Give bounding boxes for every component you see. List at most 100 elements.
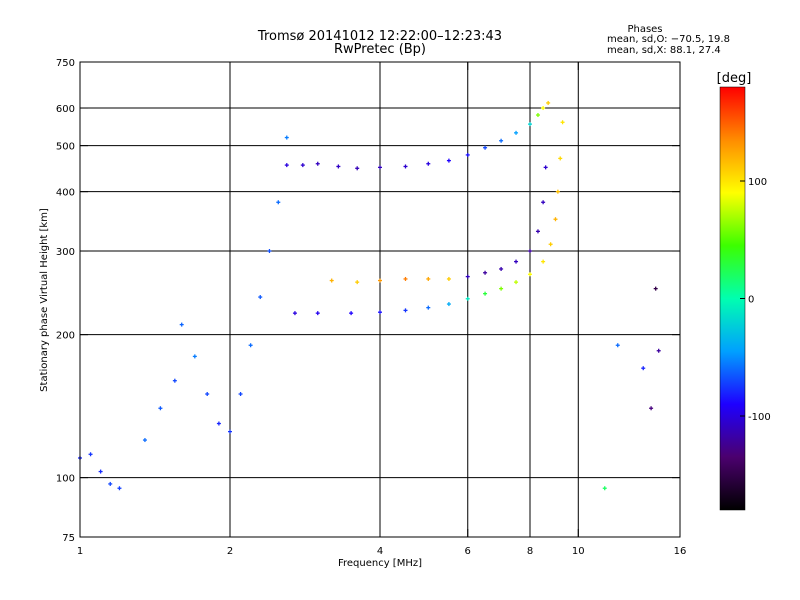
data-point (465, 152, 470, 157)
data-point (528, 249, 532, 254)
y-tick-label: 400 (56, 188, 75, 199)
data-point (560, 120, 565, 125)
data-point (548, 242, 553, 247)
y-tick-label: 300 (56, 247, 75, 258)
data-point (329, 278, 334, 283)
plot-frame (79, 61, 681, 538)
stats-heading: Phases (627, 24, 662, 35)
stats-o-mode: mean, sd,O: −70.5, 19.8 (607, 34, 730, 45)
y-axis-label: Stationary phase Virtual Height [km] (39, 208, 50, 392)
data-point (378, 310, 382, 315)
data-point (656, 348, 661, 353)
data-point (142, 438, 147, 443)
x-tick-label: 4 (377, 546, 383, 557)
colorbar-label: [deg] (717, 71, 752, 86)
x-axis-label: Frequency [MHz] (338, 558, 422, 569)
data-point (528, 122, 532, 127)
data-point (284, 135, 289, 140)
x-tick-label: 8 (527, 546, 533, 557)
data-point (653, 286, 658, 291)
scatter-points (78, 100, 661, 491)
data-point (267, 249, 272, 254)
data-point (315, 311, 320, 316)
y-tick-label: 200 (56, 331, 75, 342)
data-point (499, 266, 504, 271)
data-point (355, 166, 360, 171)
data-point (426, 305, 431, 310)
data-point (216, 421, 221, 426)
data-point (378, 278, 382, 283)
data-point (258, 295, 263, 300)
y-tick-label: 500 (56, 142, 75, 153)
data-point (649, 406, 654, 411)
stats-x-mode: mean, sd,X: 88.1, 27.4 (607, 45, 721, 56)
data-point (98, 469, 103, 474)
data-point (172, 378, 177, 383)
data-point (300, 163, 305, 168)
data-point (615, 343, 620, 348)
chart-title: Tromsø 20141012 12:22:00–12:23:43 (257, 29, 502, 44)
colorbar-tick-label: -100 (748, 412, 771, 423)
data-point (426, 161, 431, 166)
data-point (228, 429, 232, 434)
data-point (403, 276, 408, 281)
x-tick-label: 2 (227, 546, 233, 557)
y-tick-label: 100 (56, 474, 75, 485)
data-point (514, 130, 519, 135)
x-tick-label: 1 (77, 546, 83, 557)
data-point (403, 164, 408, 169)
x-tick-label: 16 (674, 546, 687, 557)
data-point (483, 270, 488, 275)
data-point (602, 486, 607, 491)
data-point (315, 161, 320, 166)
data-point (349, 311, 354, 316)
data-point (541, 259, 546, 264)
data-point (403, 308, 408, 313)
data-point (446, 158, 451, 163)
data-point (514, 259, 519, 264)
data-point (514, 280, 519, 285)
data-point (499, 138, 504, 143)
data-point (117, 486, 122, 491)
data-point (336, 164, 341, 169)
data-point (355, 280, 360, 285)
data-point (555, 189, 560, 194)
data-point (541, 200, 546, 205)
data-point (483, 291, 488, 296)
data-point (546, 100, 551, 105)
colorbar-tick-label: 100 (748, 177, 767, 188)
data-point (558, 156, 563, 161)
colorbar (719, 86, 746, 511)
y-tick-label: 75 (62, 533, 75, 544)
data-point (292, 311, 297, 316)
data-point (483, 145, 488, 150)
data-point (276, 200, 281, 205)
data-point (192, 354, 197, 359)
data-point (499, 286, 504, 291)
data-point (108, 481, 113, 486)
data-point (88, 452, 93, 457)
chart-subtitle: RwPretec (Bp) (334, 42, 426, 57)
data-point (541, 106, 546, 111)
data-point (248, 343, 253, 348)
data-point (378, 165, 382, 170)
data-point (553, 217, 558, 222)
x-tick-label: 10 (572, 546, 585, 557)
y-tick-label: 600 (56, 104, 75, 115)
data-point (446, 302, 451, 307)
data-point (465, 296, 470, 301)
data-point (528, 272, 532, 277)
data-point (535, 229, 540, 234)
data-point (426, 276, 431, 281)
data-point (205, 392, 210, 397)
colorbar-tick-label: 0 (748, 295, 754, 306)
data-point (465, 274, 470, 279)
data-point (158, 406, 163, 411)
x-axis-ticks: 1 2 4 6 8 10 16 (77, 62, 687, 557)
grid (80, 62, 680, 537)
data-point (284, 163, 289, 168)
colorbar-ticks: 100 0 -100 (740, 177, 771, 423)
data-point (446, 276, 451, 281)
data-point (543, 165, 548, 170)
